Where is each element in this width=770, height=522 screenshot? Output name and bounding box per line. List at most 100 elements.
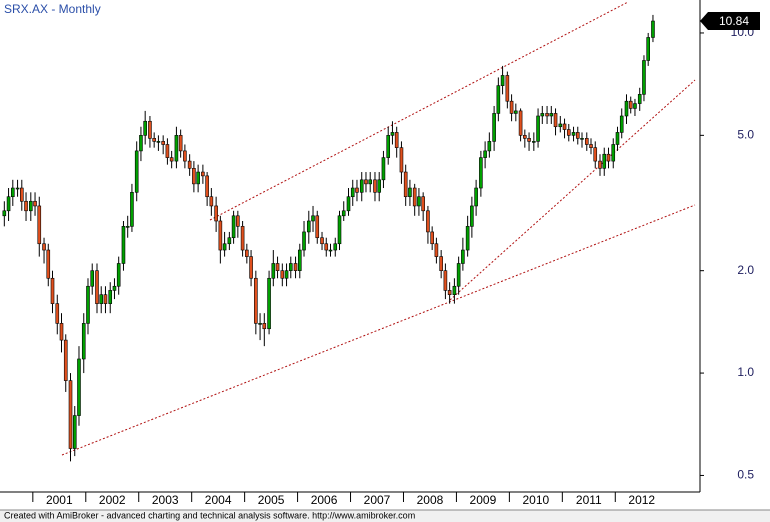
x-tick-label: 2001 (46, 493, 73, 507)
y-tick-label: 5.0 (737, 128, 754, 142)
candle-body (245, 249, 249, 257)
candle-body (589, 144, 593, 148)
candle-body (201, 171, 205, 177)
x-tick-label: 2007 (364, 493, 391, 507)
candle-body (280, 270, 285, 279)
candle-body (584, 138, 589, 145)
y-tick-label: 1.0 (737, 365, 754, 379)
candle-body (381, 157, 386, 181)
candle-body (28, 200, 33, 212)
candle-body (434, 243, 439, 257)
candle-body (324, 243, 329, 251)
candle-body (373, 179, 377, 193)
candle-body (394, 132, 399, 148)
candle-body (55, 303, 60, 324)
candle-body (496, 85, 501, 114)
candle-body (633, 103, 637, 109)
x-tick-label: 2011 (576, 493, 602, 507)
candle-body (606, 153, 611, 162)
candle-body (333, 243, 338, 251)
candle-body (355, 187, 359, 193)
candle-body (474, 187, 478, 207)
candle-body (443, 270, 448, 291)
candle-body (628, 100, 633, 109)
candle-body (284, 270, 289, 279)
candle-body (417, 196, 421, 207)
candle-body (619, 115, 624, 133)
candle-body (456, 263, 461, 287)
candle-body (558, 123, 563, 128)
trendline (449, 79, 696, 301)
candle-body (288, 263, 293, 271)
candle-body (222, 243, 227, 251)
candle-body (500, 75, 505, 86)
candle-body (377, 179, 382, 193)
candle-body (90, 270, 95, 287)
x-tick-label: 2004 (205, 493, 232, 507)
candle-body (403, 171, 408, 198)
candle-body (399, 147, 404, 173)
candle-body (183, 150, 187, 162)
candle-body (130, 192, 134, 227)
candle-body (59, 323, 64, 341)
candle-body (540, 113, 545, 117)
candle-body (187, 160, 192, 169)
candle-body (562, 123, 567, 130)
candle-body (311, 215, 315, 222)
candle-body (487, 141, 492, 152)
y-tick-label: 0.5 (737, 468, 754, 482)
candle-body (10, 187, 15, 198)
candle-body (646, 37, 650, 61)
candle-body (505, 75, 510, 102)
candle-body (258, 323, 262, 325)
candle-body (275, 263, 280, 271)
candle-body (571, 132, 576, 136)
candle-body (549, 113, 554, 117)
candle-body (461, 249, 465, 264)
candle-body (271, 263, 276, 279)
candle-body (364, 179, 368, 185)
candle-body (165, 144, 170, 158)
x-tick-label: 2002 (99, 493, 126, 507)
candle-body (209, 196, 214, 207)
candle-body (337, 215, 342, 245)
candle-body (63, 339, 68, 381)
candle-body (465, 226, 470, 251)
candle-body (196, 171, 200, 185)
candle-body (651, 20, 655, 38)
candle-body (447, 290, 452, 295)
candle-body (479, 157, 483, 189)
candle-body (33, 200, 37, 207)
candle-body (174, 135, 179, 162)
candle-body (386, 135, 391, 158)
candle-body (116, 263, 121, 287)
candle-body (205, 175, 209, 198)
candle-body (483, 150, 487, 158)
candle-body (514, 110, 518, 114)
candle-body (439, 256, 443, 271)
candle-body (77, 358, 81, 416)
candle-body (161, 141, 165, 145)
candle-body (112, 285, 117, 291)
candle-body (99, 294, 104, 304)
candle-body (408, 187, 412, 198)
candle-body (72, 415, 77, 449)
candle-body (518, 110, 523, 136)
candle-body (637, 94, 642, 104)
candle-body (218, 220, 223, 251)
candle-body (306, 220, 311, 233)
candle-body (421, 196, 425, 212)
candle-body (509, 100, 514, 114)
candle-body (169, 157, 174, 162)
candle-body (536, 115, 540, 142)
candle-body (262, 323, 267, 330)
candle-body (602, 153, 607, 169)
candle-body (68, 380, 73, 449)
chart-title: SRX.AX - Monthly (4, 2, 101, 16)
candle-body (341, 210, 346, 217)
candle-body (302, 231, 306, 251)
candle-body (492, 113, 496, 142)
candle-body (143, 120, 147, 136)
